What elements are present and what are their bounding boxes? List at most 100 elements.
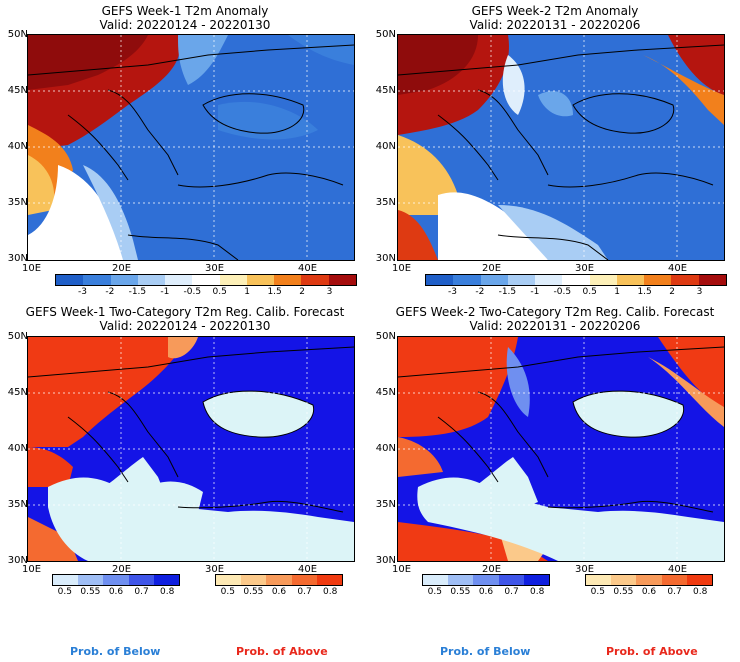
colorbar-label: -1 xyxy=(530,287,540,297)
above-colorbar-week2 xyxy=(585,574,713,586)
lat-tick: 40N xyxy=(7,141,28,152)
colorbar-label: -2 xyxy=(475,287,485,297)
lat-tick: 40N xyxy=(375,443,396,454)
colorbar-swatch xyxy=(241,575,267,585)
map-week1-anomaly xyxy=(27,34,355,261)
prob-below-label-week1: Prob. of Below xyxy=(70,645,161,658)
panel2-title: GEFS Week-2 T2m Anomaly xyxy=(471,4,639,18)
colorbar-label: 0.5 xyxy=(212,287,227,297)
lat-tick: 50N xyxy=(7,29,28,40)
colorbar-swatch xyxy=(192,275,220,285)
colorbar-label: 0.8 xyxy=(693,587,708,597)
colorbar-swatch xyxy=(291,575,317,585)
lon-tick: 20E xyxy=(112,564,132,575)
colorbar-swatch xyxy=(636,575,662,585)
colorbar-label: 1 xyxy=(244,287,251,297)
colorbar-swatch xyxy=(426,275,454,285)
colorbar-swatch xyxy=(274,275,302,285)
lat-tick: 40N xyxy=(375,141,396,152)
colorbar-swatch xyxy=(644,275,672,285)
colorbar-label: 0.7 xyxy=(134,587,149,597)
colorbar-swatch xyxy=(698,275,726,285)
colorbar-label: 1 xyxy=(614,287,621,297)
colorbar-swatch xyxy=(301,275,329,285)
colorbar-swatch xyxy=(589,275,617,285)
colorbar-label: 0.55 xyxy=(450,587,471,597)
colorbar-swatch xyxy=(453,275,481,285)
colorbar-label: -3 xyxy=(77,287,87,297)
lon-tick: 20E xyxy=(482,263,502,274)
colorbar-swatch xyxy=(78,575,104,585)
colorbar-label: 0.5 xyxy=(220,587,235,597)
lat-tick: 35N xyxy=(7,499,28,510)
lat-tick: 45N xyxy=(375,85,396,96)
prob-above-label-week2: Prob. of Above xyxy=(606,645,698,658)
colorbar-label: -3 xyxy=(447,287,457,297)
panel4-valid: Valid: 20220131 - 20220206 xyxy=(469,319,641,333)
lat-tick: 50N xyxy=(375,29,396,40)
lat-tick: 30N xyxy=(7,555,28,566)
colorbar-swatch xyxy=(686,575,713,585)
lat-tick: 50N xyxy=(375,331,396,342)
colorbar-swatch xyxy=(423,575,449,585)
colorbar-label: -1.5 xyxy=(128,287,147,297)
prob-below-label-week2: Prob. of Below xyxy=(440,645,531,658)
colorbar-label: 0.55 xyxy=(243,587,264,597)
colorbar-label: 0.5 xyxy=(582,287,597,297)
colorbar-swatch xyxy=(83,275,111,285)
colorbar-swatch xyxy=(611,575,637,585)
colorbar-swatch xyxy=(448,575,474,585)
colorbar-swatch xyxy=(507,275,536,285)
colorbar-swatch xyxy=(216,575,242,585)
colorbar-label: 1.5 xyxy=(267,287,282,297)
colorbar-swatch xyxy=(535,275,563,285)
panel2-valid: Valid: 20220131 - 20220206 xyxy=(469,18,641,32)
colorbar-swatch xyxy=(53,575,79,585)
lat-tick: 45N xyxy=(7,85,28,96)
colorbar-swatch xyxy=(473,575,499,585)
colorbar-label: 1.5 xyxy=(637,287,652,297)
colorbar-swatch xyxy=(219,275,247,285)
colorbar-label: 0.5 xyxy=(427,587,442,597)
lat-tick: 35N xyxy=(375,197,396,208)
colorbar-swatch xyxy=(498,575,524,585)
lat-tick: 45N xyxy=(7,387,28,398)
panel3-valid: Valid: 20220124 - 20220130 xyxy=(99,319,271,333)
lat-tick: 30N xyxy=(7,253,28,264)
lat-tick: 30N xyxy=(375,253,396,264)
colorbar-swatch xyxy=(661,575,687,585)
colorbar-swatch xyxy=(137,275,166,285)
lon-tick: 40E xyxy=(668,564,688,575)
lat-tick: 50N xyxy=(7,331,28,342)
colorbar-label: 0.7 xyxy=(504,587,519,597)
colorbar-label: 0.6 xyxy=(641,587,657,597)
colorbar-swatch xyxy=(316,575,343,585)
colorbar-label: 0.6 xyxy=(108,587,124,597)
colorbar-swatch xyxy=(616,275,645,285)
lat-tick: 30N xyxy=(375,555,396,566)
colorbar-swatch xyxy=(165,275,193,285)
colorbar-label: 0.6 xyxy=(478,587,494,597)
lon-tick: 40E xyxy=(298,564,318,575)
colorbar-label: 2 xyxy=(669,287,675,297)
colorbar-label: 0.8 xyxy=(530,587,545,597)
below-colorbar-week1 xyxy=(52,574,180,586)
colorbar-label: -0.5 xyxy=(553,287,572,297)
colorbar-label: 0.8 xyxy=(160,587,175,597)
colorbar-swatch xyxy=(328,275,356,285)
lon-tick: 40E xyxy=(668,263,688,274)
map-week1-two-category xyxy=(27,336,355,562)
colorbar-label: -0.5 xyxy=(183,287,202,297)
lon-tick: 20E xyxy=(482,564,502,575)
lon-tick: 30E xyxy=(575,263,595,274)
below-colorbar-week2 xyxy=(422,574,550,586)
prob-above-label-week1: Prob. of Above xyxy=(236,645,328,658)
colorbar-label: 0.8 xyxy=(323,587,338,597)
colorbar-label: 3 xyxy=(326,287,333,297)
lon-tick: 20E xyxy=(112,263,132,274)
lon-tick: 30E xyxy=(575,564,595,575)
colorbar-swatch xyxy=(56,275,84,285)
colorbar-swatch xyxy=(103,575,129,585)
colorbar-swatch xyxy=(128,575,154,585)
colorbar-swatch xyxy=(266,575,292,585)
